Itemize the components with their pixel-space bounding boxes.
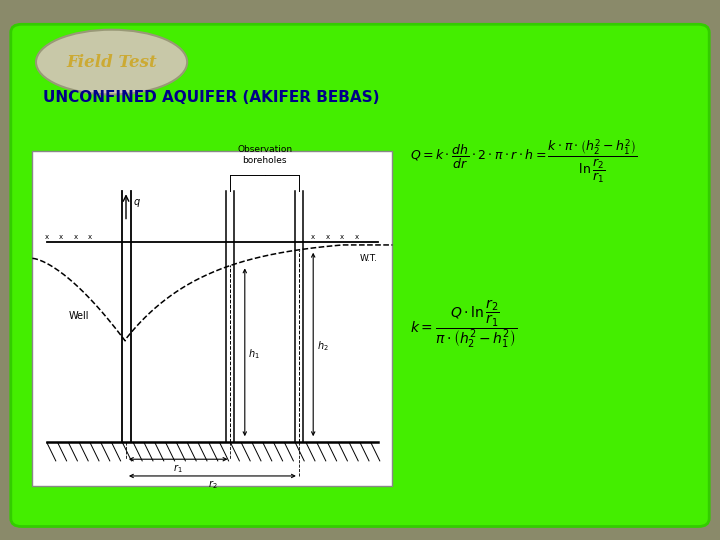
- Text: x: x: [354, 234, 359, 240]
- Text: x: x: [59, 234, 63, 240]
- Text: x: x: [73, 234, 78, 240]
- Text: x: x: [45, 234, 49, 240]
- Text: Field Test: Field Test: [66, 53, 157, 71]
- Text: $r_1$: $r_1$: [174, 462, 183, 475]
- Text: q: q: [133, 197, 140, 207]
- Text: W.T.: W.T.: [360, 254, 378, 263]
- FancyBboxPatch shape: [11, 24, 709, 526]
- FancyBboxPatch shape: [32, 151, 392, 486]
- Text: $h_2$: $h_2$: [317, 339, 328, 353]
- Ellipse shape: [36, 30, 187, 94]
- Text: UNCONFINED AQUIFER (AKIFER BEBAS): UNCONFINED AQUIFER (AKIFER BEBAS): [43, 90, 379, 105]
- Text: Observation
boreholes: Observation boreholes: [237, 145, 292, 165]
- Text: $Q = k \cdot \dfrac{dh}{dr} \cdot 2 \cdot \pi \cdot r \cdot h = \dfrac{k \cdot \: $Q = k \cdot \dfrac{dh}{dr} \cdot 2 \cdo…: [410, 138, 638, 186]
- Text: x: x: [311, 234, 315, 240]
- Text: x: x: [325, 234, 330, 240]
- Text: Well: Well: [68, 310, 89, 321]
- Text: x: x: [88, 234, 92, 240]
- Text: $h_1$: $h_1$: [248, 347, 260, 361]
- Text: x: x: [340, 234, 344, 240]
- Text: $k = \dfrac{Q \cdot \ln\dfrac{r_2}{r_1}}{\pi \cdot \left(h_2^2 - h_1^2\right)}$: $k = \dfrac{Q \cdot \ln\dfrac{r_2}{r_1}}…: [410, 298, 518, 350]
- Text: $r_2$: $r_2$: [207, 478, 217, 491]
